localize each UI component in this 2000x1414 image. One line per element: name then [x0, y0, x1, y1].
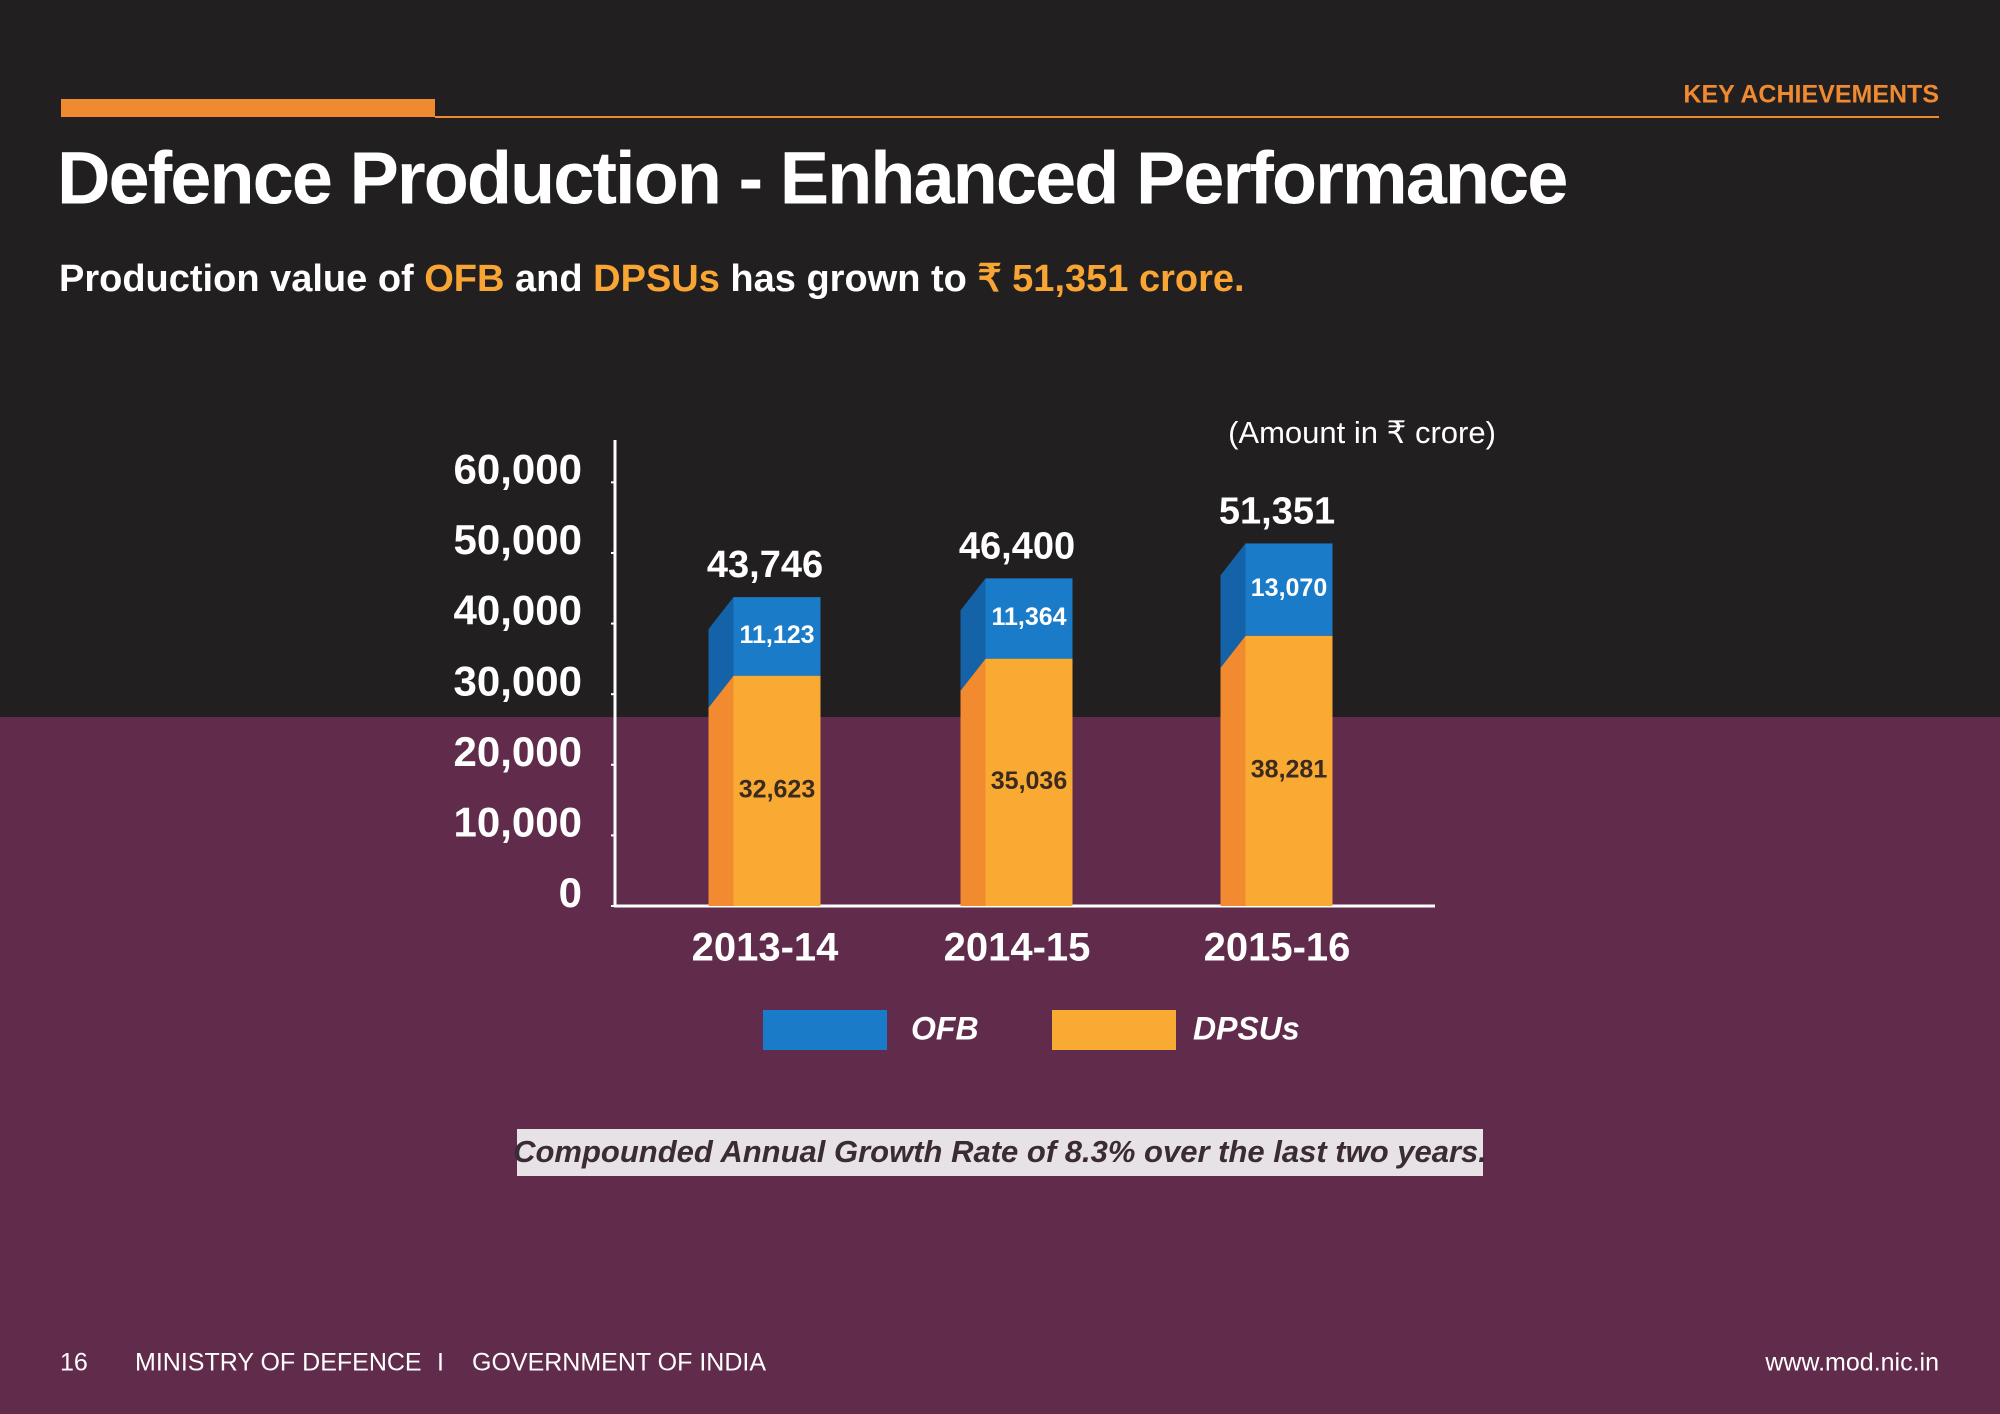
- subtitle-part: Production value of: [59, 258, 424, 300]
- footer-ministry: MINISTRY OF DEFENCE: [135, 1349, 422, 1377]
- subtitle-part: and: [504, 258, 593, 300]
- bar: [985, 578, 1073, 659]
- note-box: [517, 1129, 1483, 1176]
- y-tick-label: 30,000: [454, 657, 582, 704]
- value-label: 32,623: [739, 775, 815, 803]
- x-tick-label: 2015-16: [1204, 926, 1351, 970]
- bar: [733, 675, 821, 906]
- bar-side: [1220, 543, 1246, 668]
- subtitle-part: DPSUs: [593, 258, 720, 300]
- value-label: 13,070: [1251, 574, 1327, 602]
- section-label: KEY ACHIEVEMENTS: [1683, 81, 1939, 109]
- bar: [1245, 543, 1333, 636]
- footer-url: www.mod.nic.in: [1764, 1349, 1939, 1377]
- bar-side: [708, 597, 734, 708]
- value-label: 11,364: [991, 603, 1066, 631]
- subtitle-part: OFB: [424, 258, 504, 300]
- accent-bar: [61, 99, 435, 117]
- x-tick-label: 2013-14: [692, 926, 840, 970]
- value-label: 35,036: [991, 767, 1067, 795]
- value-label: 11,123: [739, 621, 814, 649]
- subtitle: Production value of OFB and DPSUs has gr…: [59, 258, 1245, 300]
- bar: [985, 658, 1073, 906]
- unit-note: (Amount in ₹ crore): [1228, 415, 1496, 450]
- bar-side: [1220, 635, 1246, 906]
- footer-separator: I: [437, 1349, 444, 1377]
- bar-side: [960, 658, 986, 906]
- y-tick-label: 10,000: [454, 798, 582, 845]
- y-tick-label: 20,000: [454, 728, 582, 775]
- note: Compounded Annual Growth Rate of 8.3% ov…: [513, 1134, 1487, 1169]
- x-tick-label: 2014-15: [944, 926, 1091, 970]
- footer-government: GOVERNMENT OF INDIA: [472, 1349, 766, 1377]
- y-tick-label: 40,000: [454, 587, 582, 634]
- page-title: Defence Production - Enhanced Performanc…: [57, 137, 1566, 220]
- bar: [1245, 635, 1333, 906]
- bar-side: [960, 578, 986, 691]
- legend-label: DPSUs: [1193, 1010, 1300, 1046]
- y-tick-label: 60,000: [454, 445, 582, 492]
- subtitle-part: has grown to: [720, 258, 978, 300]
- bar-side: [708, 675, 734, 906]
- subtitle-part: ₹ 51,351 crore.: [977, 258, 1244, 300]
- page-number: 16: [60, 1349, 88, 1377]
- total-label: 46,400: [959, 525, 1075, 567]
- bar: [733, 597, 821, 676]
- legend-swatch: [763, 1010, 887, 1050]
- value-label: 38,281: [1251, 755, 1328, 783]
- y-tick-label: 0: [559, 869, 582, 916]
- legend-label: OFB: [911, 1010, 979, 1046]
- total-label: 43,746: [707, 544, 823, 586]
- total-label: 51,351: [1219, 490, 1335, 532]
- legend-swatch: [1052, 1010, 1176, 1050]
- y-tick-label: 50,000: [454, 516, 582, 563]
